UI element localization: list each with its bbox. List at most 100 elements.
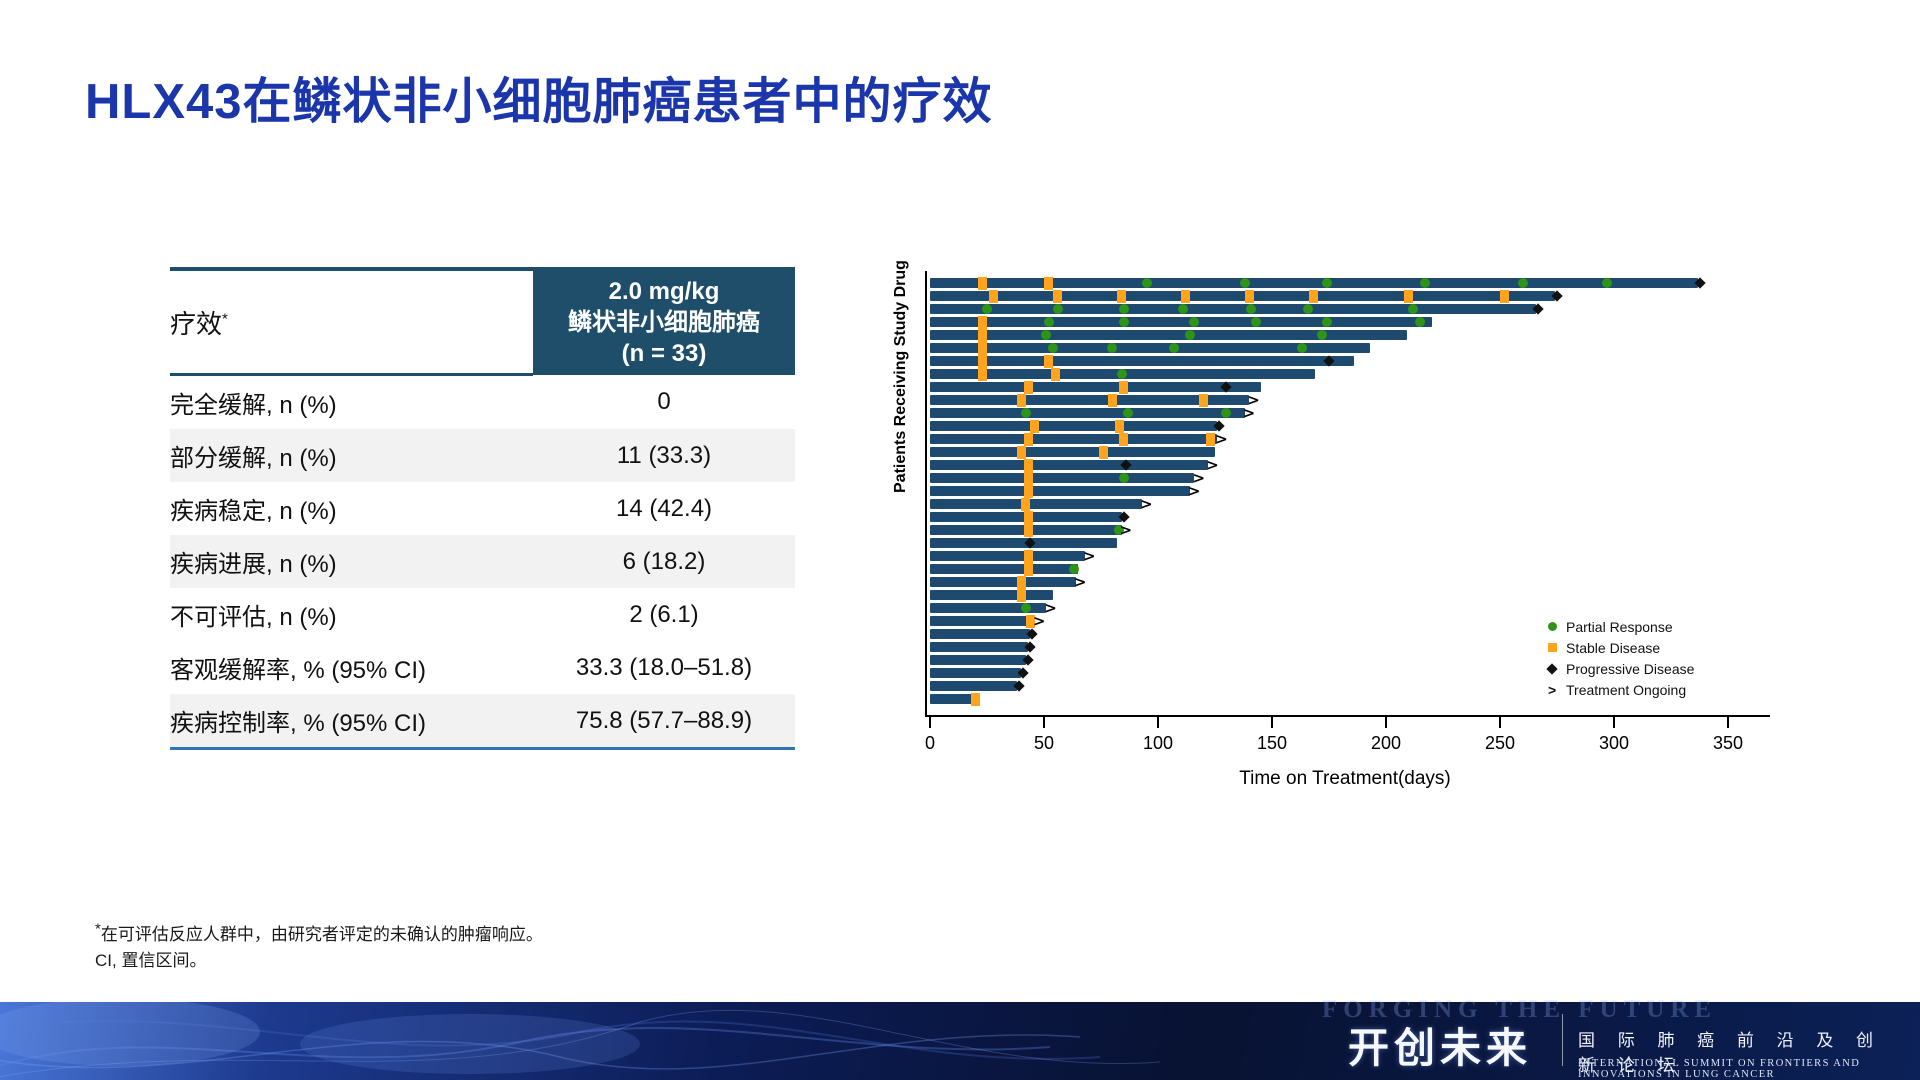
stable-disease-marker-icon xyxy=(1044,354,1054,368)
swimmer-bar xyxy=(930,278,1699,288)
partial-response-marker-icon xyxy=(1107,343,1118,353)
y-axis-line xyxy=(925,271,927,717)
swimmer-bar xyxy=(930,499,1143,509)
x-axis-tick xyxy=(1613,717,1615,728)
table-header-efficacy: 疗效* xyxy=(170,269,533,376)
footnote-asterisk: * xyxy=(95,920,101,938)
partial-response-marker-icon xyxy=(1602,278,1613,288)
stable-disease-marker-icon xyxy=(977,276,987,290)
progressive-disease-legend-icon xyxy=(1546,662,1566,675)
partial-response-marker-icon xyxy=(1168,343,1179,353)
partial-response-marker-icon xyxy=(1239,278,1250,288)
stable-disease-marker-icon xyxy=(977,328,987,342)
partial-response-marker-icon xyxy=(1020,603,1031,613)
stable-disease-marker-icon xyxy=(1016,445,1026,459)
ongoing-arrow-icon: > xyxy=(1192,468,1206,487)
ongoing-arrow-icon: > xyxy=(1073,572,1087,591)
stable-disease-marker-icon xyxy=(1205,432,1215,446)
legend-label: Treatment Ongoing xyxy=(1566,681,1687,698)
y-axis-label: Patients Receiving Study Drug xyxy=(892,260,909,493)
swimmer-bar xyxy=(930,525,1122,535)
ongoing-arrow-icon: > xyxy=(1119,520,1133,539)
circle-glyph xyxy=(1548,622,1557,631)
progressive-disease-marker-icon xyxy=(1117,511,1130,523)
stable-disease-marker-icon xyxy=(1050,367,1060,381)
square-glyph xyxy=(1548,643,1557,652)
stable-disease-marker-icon xyxy=(1023,458,1033,472)
stable-disease-marker-icon xyxy=(1098,445,1108,459)
stable-disease-marker-icon xyxy=(1119,432,1129,446)
stable-disease-marker-icon xyxy=(1180,289,1190,303)
stable-disease-legend-icon xyxy=(1548,643,1566,652)
ongoing-arrow-icon: > xyxy=(1206,455,1219,474)
progressive-disease-marker-icon xyxy=(1323,355,1335,367)
progressive-disease-marker-icon xyxy=(1017,667,1029,679)
diamond-glyph xyxy=(1546,662,1558,675)
stable-disease-marker-icon xyxy=(989,289,999,303)
stable-disease-marker-icon xyxy=(1107,393,1117,407)
legend-label: Partial Response xyxy=(1566,618,1673,635)
stable-disease-marker-icon xyxy=(1016,588,1026,602)
progressive-disease-marker-icon xyxy=(1213,420,1225,432)
stable-disease-marker-icon xyxy=(1199,393,1209,407)
table-row: 疾病控制率, % (95% CI) 75.8 (57.7–88.9) xyxy=(170,694,795,749)
footnotes: *在可评估反应人群中，由研究者评定的未确认的肿瘤响应。 CI, 置信区间。 xyxy=(95,920,543,973)
swimmer-bar xyxy=(930,304,1537,314)
progressive-disease-marker-icon xyxy=(1120,459,1132,471)
table-header-asterisk: * xyxy=(222,309,228,327)
x-axis-label: Time on Treatment(days) xyxy=(1239,768,1451,789)
swimmer-bar xyxy=(930,616,1035,626)
stable-disease-marker-icon xyxy=(1308,289,1318,303)
partial-response-marker-icon xyxy=(1189,317,1200,327)
progressive-disease-marker-icon xyxy=(1012,680,1025,692)
ongoing-arrow-icon: > xyxy=(1242,403,1256,422)
stable-disease-marker-icon xyxy=(1023,432,1033,446)
stable-disease-marker-icon xyxy=(1021,497,1031,511)
progressive-disease-marker-icon xyxy=(1220,381,1233,393)
swimmer-bar xyxy=(930,512,1122,522)
partial-response-marker-icon xyxy=(1141,278,1152,288)
swimmer-bar xyxy=(930,681,1017,691)
swimmer-bar xyxy=(930,395,1250,405)
cohort-line: 鳞状非小细胞肺癌 xyxy=(568,309,760,337)
row-label: 疾病进展, n (%) xyxy=(170,535,533,588)
partial-response-marker-icon xyxy=(1251,317,1262,327)
swimmer-bar xyxy=(930,590,1054,600)
page-title: HLX43在鳞状非小细胞肺癌患者中的疗效 xyxy=(85,75,993,129)
swimmer-bar xyxy=(930,694,981,704)
footer-divider xyxy=(1562,1014,1563,1066)
stable-disease-marker-icon xyxy=(1023,549,1033,563)
progressive-disease-marker-icon xyxy=(1024,641,1036,653)
row-value: 14 (42.4) xyxy=(615,494,713,522)
table-header-efficacy-label: 疗效 xyxy=(170,308,223,339)
swimmer-bar xyxy=(930,642,1029,652)
x-axis-tick-label: 350 xyxy=(1712,733,1744,753)
swimmer-bar xyxy=(930,317,1432,327)
legend-label: Stable Disease xyxy=(1566,639,1661,656)
partial-response-marker-icon xyxy=(1221,408,1232,418)
x-axis-tick-label: 100 xyxy=(1142,733,1174,753)
swimmer-bar xyxy=(930,603,1047,613)
ongoing-arrow-icon: > xyxy=(1187,481,1201,500)
partial-response-marker-icon xyxy=(1184,330,1195,340)
arrow-glyph: > xyxy=(1548,681,1557,698)
stable-disease-marker-icon xyxy=(1025,614,1035,628)
table-header-dose-cell: 2.0 mg/kg 鳞状非小细胞肺癌 (n = 33) xyxy=(533,269,795,375)
progressive-disease-marker-icon xyxy=(1694,277,1707,289)
x-axis-tick xyxy=(1727,717,1729,728)
stable-disease-marker-icon xyxy=(1500,289,1510,303)
stable-disease-marker-icon xyxy=(977,367,987,381)
stable-disease-marker-icon xyxy=(977,354,987,368)
row-value: 33.3 (18.0–51.8) xyxy=(575,653,753,681)
swimmer-bar xyxy=(930,460,1209,470)
stable-disease-marker-icon xyxy=(1244,289,1254,303)
x-axis-tick xyxy=(1271,717,1273,728)
ongoing-arrow-icon: > xyxy=(1032,611,1046,630)
row-label: 疾病稳定, n (%) xyxy=(170,498,337,525)
table-row: 客观缓解率, % (95% CI) 33.3 (18.0–51.8) xyxy=(170,641,795,694)
partial-response-marker-icon xyxy=(1114,525,1125,535)
stable-disease-marker-icon xyxy=(1117,289,1127,303)
ongoing-arrow-icon: > xyxy=(1083,546,1096,565)
swimmer-bar xyxy=(930,538,1117,548)
